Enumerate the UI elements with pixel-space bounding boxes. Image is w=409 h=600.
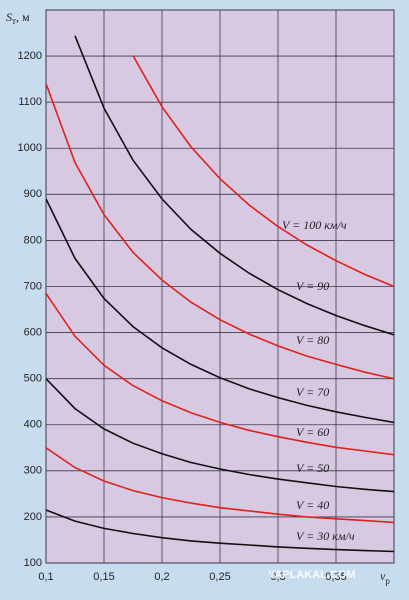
series-label: V = 40 [296, 498, 329, 512]
y-tick-label: 900 [24, 188, 42, 200]
x-tick-label: 0,25 [209, 571, 230, 583]
x-tick-label: 0,1 [38, 571, 53, 583]
series-label: V = 80 [296, 333, 329, 347]
x-tick-label: 0,2 [154, 571, 169, 583]
x-axis-label: νр [380, 569, 390, 586]
y-tick-label: 700 [24, 280, 42, 292]
y-tick-label: 100 [24, 557, 42, 569]
x-tick-label: 0,3 [270, 571, 285, 583]
y-axis-label: Sт, м [6, 10, 30, 26]
y-tick-label: 400 [24, 419, 42, 431]
y-tick-label: 200 [24, 511, 42, 523]
curve [46, 447, 394, 524]
y-tick-label: 600 [24, 326, 42, 338]
x-tick-label: 0,35 [325, 571, 346, 583]
watermark: YAPLAKAL.COM [268, 569, 356, 581]
y-tick-label: 300 [24, 465, 42, 477]
series-label: V = 30 км/ч [296, 529, 355, 543]
y-tick-label: 1200 [18, 50, 42, 62]
x-label-sub: р [385, 576, 390, 586]
curve [46, 378, 394, 493]
curve [74, 35, 394, 336]
x-tick-label: 0,15 [93, 571, 114, 583]
y-tick-label: 1000 [18, 142, 42, 154]
y-label-sub: т [12, 16, 16, 26]
curve [46, 198, 394, 424]
y-tick-label: 800 [24, 234, 42, 246]
series-label: V = 50 [296, 461, 329, 475]
curves [46, 35, 394, 553]
y-tick-label: 500 [24, 373, 42, 385]
y-label-unit: , м [16, 10, 30, 24]
curve [46, 83, 394, 380]
series-label: V = 100 км/ч [282, 218, 347, 232]
curve [46, 292, 394, 456]
series-label: V = 70 [296, 385, 329, 399]
y-label-main: S [6, 10, 12, 24]
series-label: V = 60 [296, 425, 329, 439]
y-tick-label: 1100 [18, 96, 42, 108]
x-label-main: ν [380, 569, 386, 583]
series-label: V = 90 [296, 279, 329, 293]
curve [46, 509, 394, 553]
curve [132, 55, 394, 288]
